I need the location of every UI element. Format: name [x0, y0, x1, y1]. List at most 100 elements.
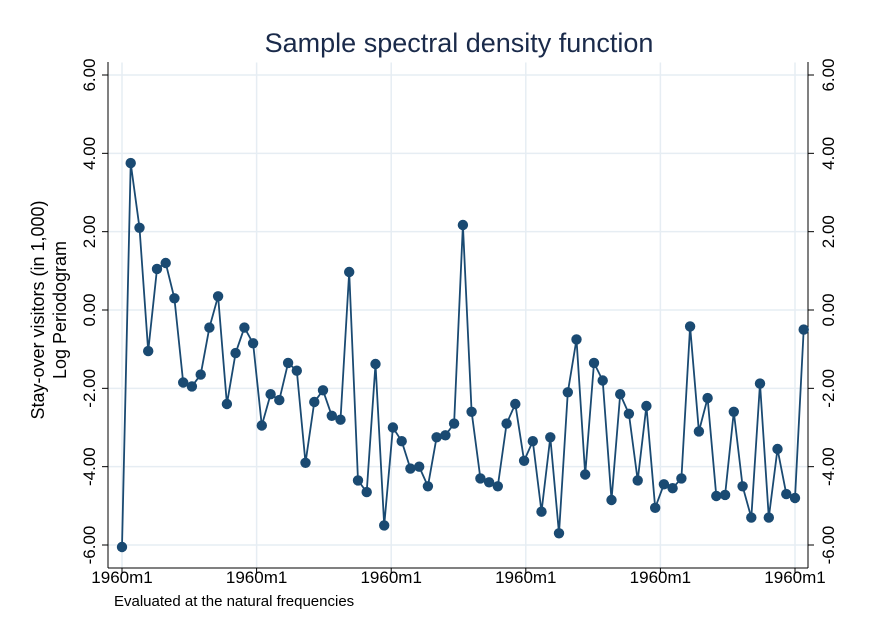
data-point [466, 406, 477, 417]
data-point [151, 263, 163, 275]
data-point [326, 410, 337, 421]
y-axis-right-ticks: 6.00 4.00 2.00 0.00 -2.00 -4.00 -6.00 [808, 58, 838, 564]
data-point [562, 387, 573, 398]
data-point [676, 473, 687, 484]
data-point [781, 488, 792, 500]
data-point [667, 483, 678, 494]
chart-note: Evaluated at the natural frequencies [114, 593, 354, 610]
y-tick-label-left: 2.00 [80, 215, 99, 248]
data-point [335, 414, 346, 425]
y-tick-label-left: -2.00 [80, 369, 99, 408]
data-point [702, 392, 713, 404]
data-point [475, 473, 486, 484]
data-point [684, 321, 696, 332]
data-point [134, 222, 145, 233]
data-point [370, 358, 381, 370]
data-point [737, 481, 748, 492]
x-axis-ticks: 1960m1 1960m1 1960m1 1960m1 1960m1 1960m1 [91, 568, 826, 587]
x-tick-label: 1960m1 [630, 568, 691, 587]
data-point [195, 369, 206, 380]
data-point [405, 463, 416, 474]
data-point [186, 381, 198, 392]
data-point [728, 406, 739, 417]
data-point [711, 490, 722, 502]
data-point [492, 481, 503, 492]
data-point [309, 396, 320, 408]
y-tick-label-left: -4.00 [80, 447, 99, 486]
data-point [483, 477, 495, 488]
data-point [116, 541, 128, 553]
data-point [597, 375, 608, 386]
data-point [379, 520, 390, 531]
x-tick-label: 1960m1 [764, 568, 825, 587]
data-point [361, 486, 372, 498]
y-tick-label-right: 2.00 [819, 215, 838, 248]
x-tick-label: 1960m1 [360, 568, 421, 587]
data-point [798, 324, 809, 335]
data-point [588, 357, 600, 369]
y-tick-label-left: -6.00 [80, 526, 99, 565]
data-point [431, 432, 442, 443]
y-axis-label-line2: Log Periodogram [50, 241, 70, 379]
y-axis-left-ticks: 6.00 4.00 2.00 0.00 -2.00 -4.00 -6.00 [80, 58, 108, 564]
data-point [300, 457, 311, 468]
data-point [553, 528, 565, 539]
data-point [571, 334, 582, 345]
y-axis-label-line1: Stay-over visitors (in 1,000) [28, 200, 48, 419]
y-tick-label-right: 0.00 [819, 293, 838, 326]
data-point [623, 408, 635, 419]
y-tick-label-left: 6.00 [80, 58, 99, 91]
data-point [615, 389, 626, 400]
data-point [448, 418, 460, 429]
data-point [239, 322, 250, 333]
data-point [212, 291, 224, 302]
data-point [247, 338, 259, 349]
x-tick-label: 1960m1 [226, 568, 287, 587]
y-tick-label-right: 6.00 [819, 58, 838, 91]
data-point [352, 475, 364, 486]
data-point [274, 394, 285, 406]
data-point [457, 219, 469, 231]
data-point [422, 481, 434, 492]
data-point [527, 436, 538, 447]
data-point [396, 436, 407, 447]
data-point [545, 432, 556, 443]
data-point [143, 345, 154, 357]
data-point [536, 506, 547, 517]
data-point [344, 266, 355, 278]
data-point [317, 385, 329, 396]
data-point [746, 512, 757, 523]
series-periodogram [116, 157, 809, 553]
data-point [501, 418, 512, 429]
data-point [125, 157, 136, 169]
data-point [256, 420, 267, 431]
data-point [658, 479, 670, 490]
data-point [230, 347, 241, 359]
data-point [719, 489, 731, 501]
x-tick-label: 1960m1 [495, 568, 556, 587]
data-point [387, 422, 399, 433]
data-point [265, 389, 276, 400]
data-point [282, 357, 294, 369]
data-point [204, 322, 215, 333]
data-point [632, 475, 643, 486]
x-tick-label: 1960m1 [91, 568, 152, 587]
data-point [606, 494, 617, 506]
data-point [221, 398, 233, 410]
data-point [789, 492, 801, 504]
y-tick-label-right: 4.00 [819, 137, 838, 170]
data-point [414, 461, 425, 472]
y-tick-label-left: 0.00 [80, 293, 99, 326]
axes [107, 62, 809, 569]
data-point [763, 512, 774, 523]
y-tick-label-right: -6.00 [819, 526, 838, 565]
data-point [754, 378, 766, 389]
data-point [641, 400, 652, 412]
data-point [510, 398, 521, 410]
y-tick-label-left: 4.00 [80, 137, 99, 170]
data-point [693, 426, 705, 437]
data-point [772, 443, 783, 455]
data-point [650, 502, 661, 513]
data-point [160, 257, 171, 269]
